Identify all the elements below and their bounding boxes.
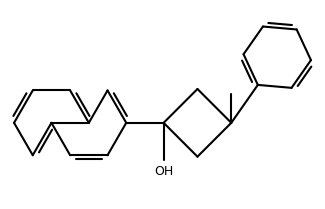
Text: OH: OH [154,165,173,178]
